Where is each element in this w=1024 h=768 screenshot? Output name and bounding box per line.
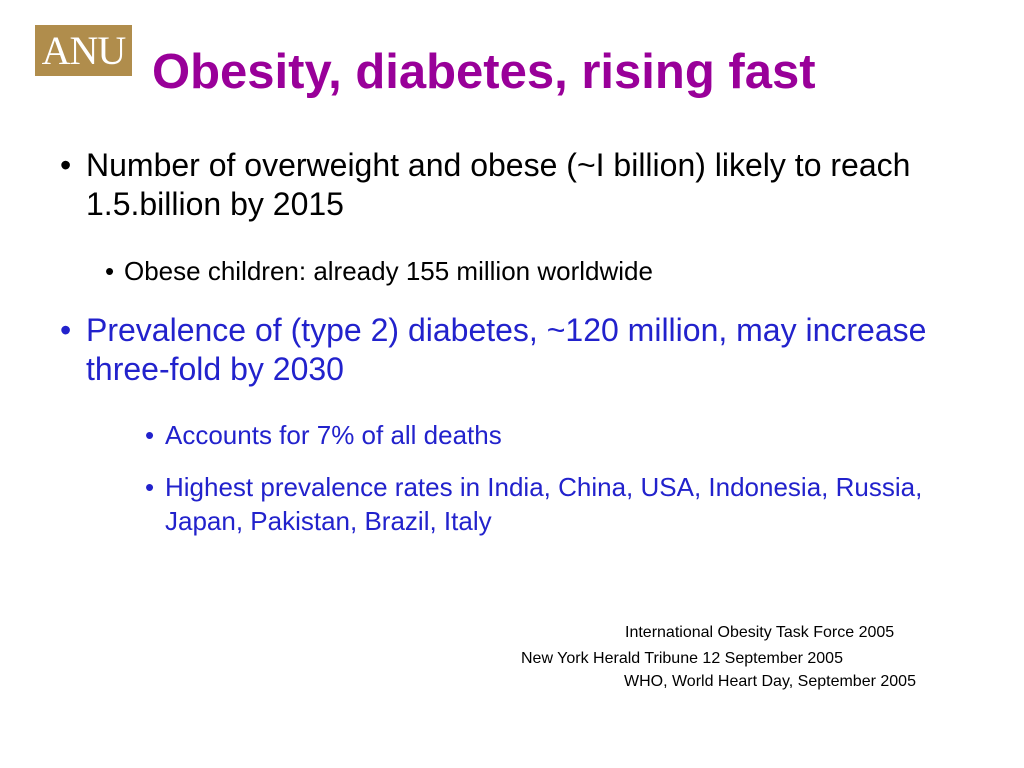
reference-nyht: New York Herald Tribune 12 September 200… [521,650,843,667]
bullet-dot: • [60,147,72,183]
bullet-dot: • [145,472,155,502]
subbullet-deaths: • Accounts for 7% of all deaths [145,420,985,452]
subbullet-prevalence-countries: • Highest prevalence rates in India, Chi… [145,471,985,539]
subbullet-text: Highest prevalence rates in India, China… [165,472,923,536]
bullet-text: Prevalence of (type 2) diabetes, ~120 mi… [86,312,927,388]
subbullet-obese-children: • Obese children: already 155 million wo… [105,256,985,288]
anu-logo: ANU [35,25,132,76]
bullet-dot: • [60,312,72,348]
subbullet-text: Obese children: already 155 million worl… [124,256,653,286]
reference-iotf: International Obesity Task Force 2005 [625,624,895,641]
bullet-dot: • [145,420,155,450]
subbullet-text: Accounts for 7% of all deaths [165,420,502,450]
bullet-dot: • [105,256,115,286]
bullet-diabetes-prevalence: • Prevalence of (type 2) diabetes, ~120 … [60,311,990,389]
bullet-text: Number of overweight and obese (~I billi… [86,147,911,223]
reference-who: WHO, World Heart Day, September 2005 [624,673,916,690]
bullet-overweight-obese: • Number of overweight and obese (~I bil… [60,146,980,224]
slide-title: Obesity, diabetes, rising fast [152,45,816,99]
